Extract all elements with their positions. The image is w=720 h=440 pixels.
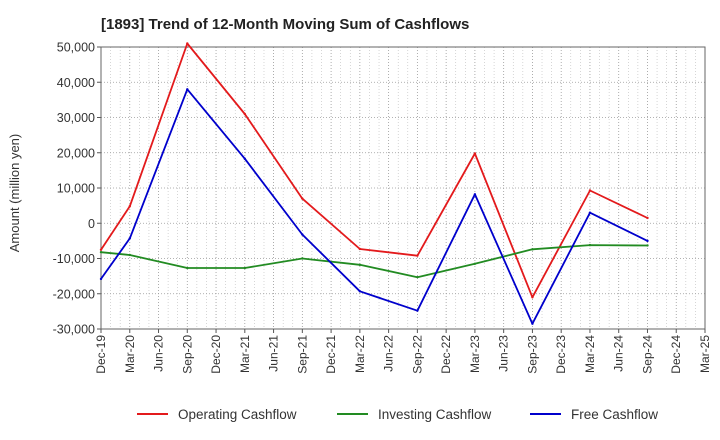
data-point <box>531 248 534 251</box>
x-tick-label: Dec-21 <box>324 335 338 374</box>
y-tick-label: 0 <box>88 217 95 231</box>
x-tick-label: Dec-23 <box>554 335 568 374</box>
y-tick-label: 30,000 <box>57 111 95 125</box>
data-point <box>416 254 419 257</box>
x-tick-label: Dec-22 <box>439 335 453 374</box>
x-tick-label: Dec-20 <box>209 335 223 374</box>
x-tick-label: Jun-21 <box>267 335 281 372</box>
x-tick-label: Sep-24 <box>640 335 654 374</box>
data-point <box>358 290 362 293</box>
y-tick-label: 50,000 <box>57 41 95 55</box>
data-point <box>646 244 649 247</box>
data-point <box>358 247 362 251</box>
data-point <box>128 237 131 240</box>
x-tick-label: Dec-24 <box>669 335 683 374</box>
data-point <box>416 309 419 312</box>
data-point <box>646 216 649 220</box>
legend-label: Operating Cashflow <box>178 407 297 422</box>
data-point <box>473 262 477 265</box>
data-point <box>186 42 189 45</box>
data-point <box>646 239 649 243</box>
plot-border <box>100 46 706 330</box>
legend-label: Free Cashflow <box>571 407 658 422</box>
y-tick-label: -10,000 <box>53 252 95 266</box>
x-tick-label: Jun-22 <box>382 335 396 372</box>
x-tick-label: Jun-23 <box>497 335 511 372</box>
data-point <box>186 88 189 91</box>
data-point <box>128 253 131 257</box>
x-tick-label: Mar-20 <box>123 335 137 373</box>
data-point <box>531 296 534 299</box>
data-point <box>588 189 592 192</box>
x-tick-label: Mar-25 <box>698 335 712 373</box>
data-point <box>416 275 419 279</box>
y-tick-label: 10,000 <box>57 182 95 196</box>
x-tick-label: Jun-24 <box>612 335 626 372</box>
data-point <box>531 322 534 325</box>
data-point <box>358 263 362 267</box>
data-point <box>128 205 131 208</box>
x-tick-label: Sep-20 <box>180 335 194 374</box>
x-tick-label: Mar-21 <box>238 335 252 373</box>
x-tick-label: Sep-21 <box>295 335 309 374</box>
data-point <box>243 112 247 116</box>
data-point <box>99 248 103 251</box>
data-point <box>588 243 592 247</box>
y-tick-label: 40,000 <box>57 76 95 90</box>
data-point <box>243 157 247 160</box>
data-point <box>301 257 304 260</box>
x-tick-label: Jun-20 <box>152 335 166 372</box>
y-axis-label: Amount (million yen) <box>7 134 22 253</box>
x-tick-label: Mar-22 <box>353 335 367 373</box>
data-point <box>301 233 304 236</box>
data-point <box>588 211 592 214</box>
data-point <box>243 266 247 270</box>
x-tick-label: Mar-23 <box>468 335 482 373</box>
data-point <box>301 197 304 200</box>
chart-title: [1893] Trend of 12-Month Moving Sum of C… <box>101 16 470 33</box>
x-tick-label: Sep-22 <box>410 335 424 374</box>
x-tick-label: Sep-23 <box>525 335 539 374</box>
data-point <box>473 152 477 155</box>
y-tick-label: -30,000 <box>53 323 95 337</box>
y-tick-label: -20,000 <box>53 287 95 301</box>
data-point <box>473 193 477 196</box>
legend-label: Investing Cashflow <box>378 407 492 422</box>
series-line-free-cashflow <box>100 88 648 325</box>
data-point <box>99 250 103 254</box>
x-tick-label: Mar-24 <box>583 335 597 373</box>
data-point <box>186 266 189 270</box>
y-tick-label: 20,000 <box>57 146 95 160</box>
x-tick-label: Dec-19 <box>94 335 108 374</box>
data-point <box>99 277 103 281</box>
